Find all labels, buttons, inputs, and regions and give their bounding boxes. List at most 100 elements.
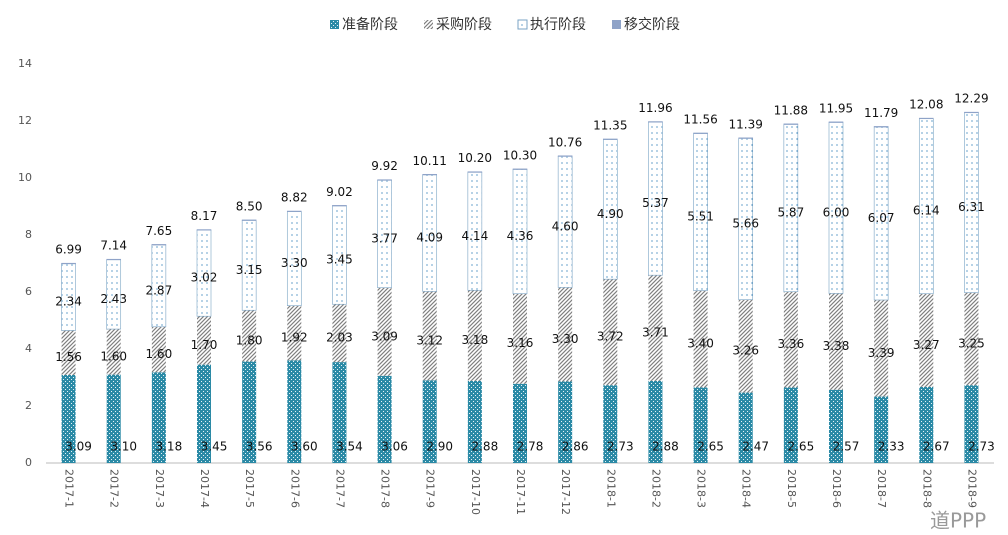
data-label: 4.60 <box>552 219 579 233</box>
x-tick-label: 2017-5 <box>243 469 256 508</box>
data-label: 2.03 <box>326 331 353 345</box>
legend-swatch <box>612 20 621 29</box>
bar-segment <box>422 380 437 463</box>
x-tick-label: 2018-3 <box>695 469 708 508</box>
bar-segment <box>467 290 482 381</box>
total-label: 7.14 <box>100 239 127 253</box>
legend-label: 准备阶段 <box>342 16 398 33</box>
bar-segment <box>783 387 798 463</box>
bar-segment <box>197 364 211 463</box>
data-label: 2.67 <box>923 440 950 454</box>
bar-segment <box>693 290 708 388</box>
y-tick-label: 12 <box>18 114 32 127</box>
total-label: 11.88 <box>774 103 808 117</box>
bar-segment <box>738 137 754 139</box>
total-label: 12.08 <box>909 98 943 112</box>
data-label: 3.71 <box>642 326 669 340</box>
total-label: 11.95 <box>819 101 853 115</box>
bar-segment <box>648 275 663 381</box>
data-label: 1.92 <box>281 331 308 345</box>
bar-segment <box>964 385 979 463</box>
y-tick-label: 14 <box>18 57 32 70</box>
data-label: 2.88 <box>652 440 679 454</box>
total-label: 9.02 <box>326 185 353 199</box>
bar-segment <box>603 279 618 386</box>
bar-segment <box>829 389 843 463</box>
bar-segment <box>964 111 979 114</box>
x-tick-label: 2018-1 <box>604 469 617 508</box>
data-label: 4.90 <box>597 207 624 221</box>
x-tick-label: 2017-11 <box>514 469 527 515</box>
bar-segment <box>648 121 663 123</box>
x-tick-label: 2017-6 <box>288 469 301 508</box>
data-label: 1.60 <box>100 349 127 363</box>
data-label: 5.51 <box>687 210 714 224</box>
bar-segment <box>513 293 527 384</box>
x-tick-label: 2017-7 <box>333 469 346 508</box>
legend: 准备阶段 采购阶段 执行阶段 移交阶段 <box>330 16 680 33</box>
data-label: 1.70 <box>191 338 218 352</box>
data-label: 2.34 <box>55 295 82 309</box>
bar-segment <box>151 244 167 246</box>
bar-segment <box>287 305 302 361</box>
bar-segment <box>151 372 166 463</box>
bar-segment <box>873 126 889 128</box>
data-label: 2.65 <box>697 440 724 454</box>
data-label: 3.18 <box>155 440 182 454</box>
data-label: 3.56 <box>246 440 273 454</box>
bar-segment <box>196 229 212 231</box>
y-tick-label: 4 <box>25 342 32 355</box>
data-label: 2.88 <box>471 440 498 454</box>
x-tick-label: 2018-4 <box>740 469 753 508</box>
data-label: 2.78 <box>517 440 544 454</box>
data-label: 2.65 <box>787 440 814 454</box>
total-label: 7.65 <box>145 224 172 238</box>
data-label: 2.90 <box>426 440 453 454</box>
legend-swatch <box>517 19 528 30</box>
data-label: 3.26 <box>732 344 759 358</box>
total-label: 11.79 <box>864 106 898 120</box>
total-label: 11.35 <box>593 118 627 132</box>
x-tick-label: 2017-3 <box>153 469 166 508</box>
x-tick-label: 2018-8 <box>920 469 933 508</box>
bar-segment <box>603 385 618 463</box>
x-tick-label: 2017-1 <box>63 469 76 508</box>
x-tick-label: 2017-10 <box>469 469 482 515</box>
bar-segment <box>467 171 483 173</box>
data-label: 4.14 <box>461 229 488 243</box>
data-label: 2.73 <box>968 440 995 454</box>
bar-segment <box>558 381 573 463</box>
data-label: 2.57 <box>833 440 860 454</box>
bar-segment <box>287 360 302 463</box>
data-label: 3.39 <box>868 346 895 360</box>
data-label: 1.80 <box>236 333 263 347</box>
data-label: 3.06 <box>381 440 408 454</box>
bar-segment <box>919 293 934 387</box>
bar-segment <box>151 326 166 373</box>
bar-segment <box>648 380 663 463</box>
total-label: 8.82 <box>281 191 308 205</box>
data-label: 3.72 <box>597 330 624 344</box>
bar-segment <box>467 380 482 463</box>
data-label: 3.15 <box>236 263 263 277</box>
bar-segment <box>242 310 257 362</box>
total-label: 12.29 <box>954 92 988 106</box>
legend-label: 采购阶段 <box>436 17 492 33</box>
y-tick-label: 6 <box>25 285 32 298</box>
total-label: 8.17 <box>191 209 218 223</box>
total-label: 11.39 <box>729 117 763 131</box>
y-tick-label: 8 <box>25 228 32 241</box>
bar-segment <box>377 375 392 463</box>
data-label: 1.60 <box>145 347 172 361</box>
bar-segment <box>106 374 121 463</box>
data-label: 3.12 <box>416 333 443 347</box>
data-label: 3.38 <box>823 339 850 353</box>
total-label: 10.11 <box>413 154 447 168</box>
bar-segment <box>422 291 437 381</box>
data-label: 4.36 <box>507 229 534 243</box>
bar-segment <box>332 304 347 363</box>
data-label: 3.02 <box>191 271 218 285</box>
data-label: 6.00 <box>823 205 850 219</box>
x-tick-label: 2017-12 <box>559 469 572 515</box>
